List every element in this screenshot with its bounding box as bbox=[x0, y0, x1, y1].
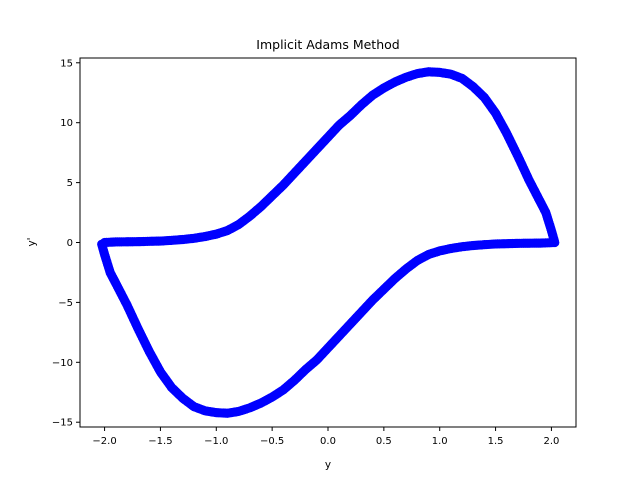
y-tick-label: 0 bbox=[67, 238, 73, 249]
x-tick-label: −0.5 bbox=[260, 436, 284, 447]
x-tick-label: −1.0 bbox=[204, 436, 228, 447]
y-tick-label: −5 bbox=[58, 298, 73, 309]
y-axis: −15 −10 −5 0 5 10 15 bbox=[52, 58, 80, 429]
x-tick-label: 1.0 bbox=[432, 436, 448, 447]
chart-title: Implicit Adams Method bbox=[256, 37, 399, 52]
x-tick-label: −1.5 bbox=[148, 436, 172, 447]
x-tick-label: 1.5 bbox=[488, 436, 504, 447]
x-tick-label: 0.5 bbox=[376, 436, 392, 447]
y-tick-label: −15 bbox=[52, 418, 73, 429]
y-tick-label: 5 bbox=[67, 178, 73, 189]
data-point-0-651 bbox=[97, 239, 107, 249]
y-tick-label: 10 bbox=[60, 118, 73, 129]
x-tick-label: 0.0 bbox=[320, 436, 336, 447]
x-tick-label: −2.0 bbox=[92, 436, 116, 447]
plot-area bbox=[97, 67, 560, 418]
x-tick-label: 2.0 bbox=[543, 436, 559, 447]
y-axis-label: y' bbox=[26, 237, 38, 246]
y-tick-label: 15 bbox=[60, 58, 73, 69]
y-tick-label: −10 bbox=[52, 358, 73, 369]
x-axis-label: y bbox=[325, 459, 331, 471]
x-axis: −2.0 −1.5 −1.0 −0.5 0.0 0.5 1.0 1.5 2.0 bbox=[92, 427, 559, 447]
